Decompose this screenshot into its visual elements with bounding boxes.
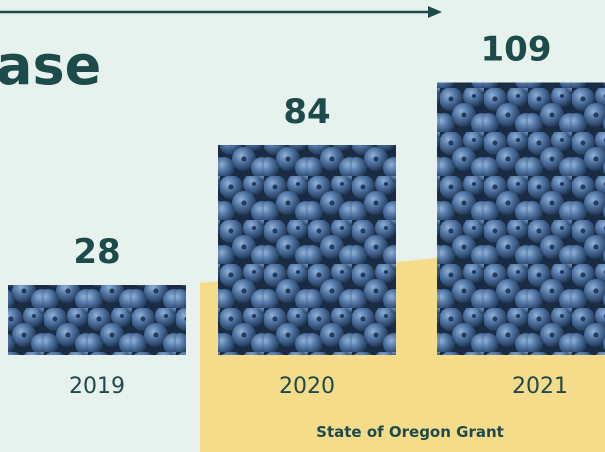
value-label: 109 bbox=[481, 30, 552, 70]
chart-title: ase bbox=[0, 34, 101, 97]
x-tick-label: 2019 bbox=[69, 374, 125, 399]
bar bbox=[8, 285, 186, 355]
bar bbox=[218, 145, 396, 355]
bar bbox=[437, 83, 605, 356]
x-tick-label: 2021 bbox=[512, 374, 568, 399]
x-tick-label: 2020 bbox=[279, 374, 335, 399]
arrow-head bbox=[428, 6, 442, 18]
annotation: State of Oregon Grant bbox=[316, 423, 504, 441]
value-label: 84 bbox=[283, 92, 330, 132]
page: {"chart_data": {"type": "bar", "title": … bbox=[0, 0, 605, 452]
chart: ase State of Oregon Grant 28 2019 84 2020 10… bbox=[0, 0, 605, 452]
value-label: 28 bbox=[73, 232, 120, 272]
